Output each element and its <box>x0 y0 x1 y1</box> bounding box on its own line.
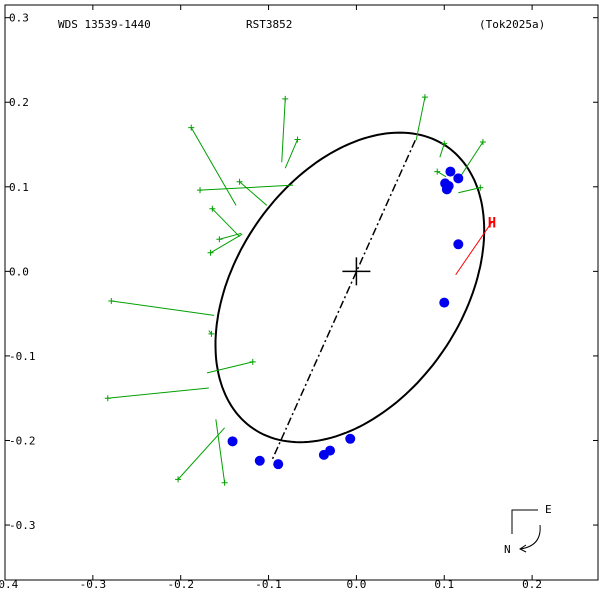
residual-marker-11 <box>104 395 111 402</box>
residual-line-2 <box>284 139 299 169</box>
residual-line-10 <box>206 361 253 374</box>
residual-marker-14 <box>421 94 428 101</box>
residual-line-12 <box>177 427 226 480</box>
residual-marker-7 <box>207 249 214 256</box>
residual-line-1 <box>281 98 286 163</box>
compass-icon: E N <box>504 503 552 556</box>
residual-line-7 <box>210 233 243 254</box>
residual-line-5 <box>211 208 240 238</box>
residual-marker-10 <box>249 358 256 365</box>
y-tick-label-1: 0.2 <box>9 96 29 109</box>
y-tick-label-6: -0.3 <box>9 519 36 532</box>
residual-line-15 <box>439 143 445 158</box>
line-of-apsides <box>271 139 416 461</box>
compass-east-label: E <box>545 503 552 516</box>
chart-title: RST3852 <box>246 18 292 31</box>
highlight-label: H <box>488 215 496 231</box>
residual-marker-16 <box>434 168 441 175</box>
residual-marker-12 <box>175 476 182 483</box>
plot-frame <box>4 4 599 581</box>
observation-point-0 <box>445 166 456 177</box>
y-tick-label-2: 0.1 <box>9 181 29 194</box>
residual-line-0 <box>190 127 237 206</box>
residual-marker-9 <box>208 330 215 337</box>
fit-layer <box>214 131 486 461</box>
y-tick-label-0: 0.3 <box>9 12 29 25</box>
x-tick-label-6: 0.2 <box>522 578 542 591</box>
residual-line-8 <box>111 300 215 316</box>
observation-point-4 <box>441 184 452 195</box>
residual-line-6 <box>219 232 242 240</box>
observation-point-6 <box>439 297 450 308</box>
residual-line-14 <box>415 97 426 141</box>
residual-marker-0 <box>188 124 195 131</box>
residual-marker-18 <box>477 184 484 191</box>
residual-marker-4 <box>236 178 243 185</box>
y-tick-label-3: 0.0 <box>9 265 29 278</box>
y-tick-label-5: -0.2 <box>9 434 36 447</box>
observations-layer <box>227 166 464 470</box>
residual-line-18 <box>458 187 481 194</box>
observation-point-9 <box>318 449 329 460</box>
x-tick-label-1: -0.3 <box>80 578 107 591</box>
residual-marker-1 <box>282 95 289 102</box>
residual-line-16 <box>436 171 447 178</box>
header-right: (Tok2025a) <box>479 18 545 31</box>
observation-point-12 <box>273 459 284 470</box>
residual-marker-15 <box>441 140 448 147</box>
x-tick-label-5: 0.1 <box>434 578 454 591</box>
observation-point-1 <box>453 173 464 184</box>
observation-point-11 <box>254 455 265 466</box>
residual-marker-3 <box>197 187 204 194</box>
residual-marker-2 <box>294 136 301 143</box>
residual-line-17 <box>458 141 484 179</box>
residual-line-13 <box>215 419 226 483</box>
orbit-ellipse <box>214 131 486 444</box>
residual-marker-13 <box>221 479 228 486</box>
observation-point-10 <box>227 436 238 447</box>
observation-point-7 <box>345 433 356 444</box>
header-left: WDS 13539-1440 <box>58 18 151 31</box>
x-tick-label-3: -0.1 <box>255 578 282 591</box>
residual-marker-17 <box>479 138 486 145</box>
residual-marker-8 <box>108 297 115 304</box>
residuals-layer: H <box>104 94 496 486</box>
x-tick-label-0: -0.4 <box>0 578 19 591</box>
x-tick-label-4: 0.0 <box>346 578 366 591</box>
axes-layer: -0.4 -0.3 -0.2 -0.1 0.0 0.1 0.2 0.3 0.2 0.1 0.0 -0.… <box>0 4 599 591</box>
residual-marker-5 <box>209 205 216 212</box>
compass-north-label: N <box>504 543 511 556</box>
y-tick-label-4: -0.1 <box>9 350 36 363</box>
residual-line-4 <box>239 181 268 206</box>
highlight-residual-line <box>455 222 493 276</box>
x-tick-label-2: -0.2 <box>167 578 194 591</box>
observation-point-5 <box>453 239 464 250</box>
residual-marker-6 <box>216 236 223 243</box>
residual-line-11 <box>107 387 209 399</box>
